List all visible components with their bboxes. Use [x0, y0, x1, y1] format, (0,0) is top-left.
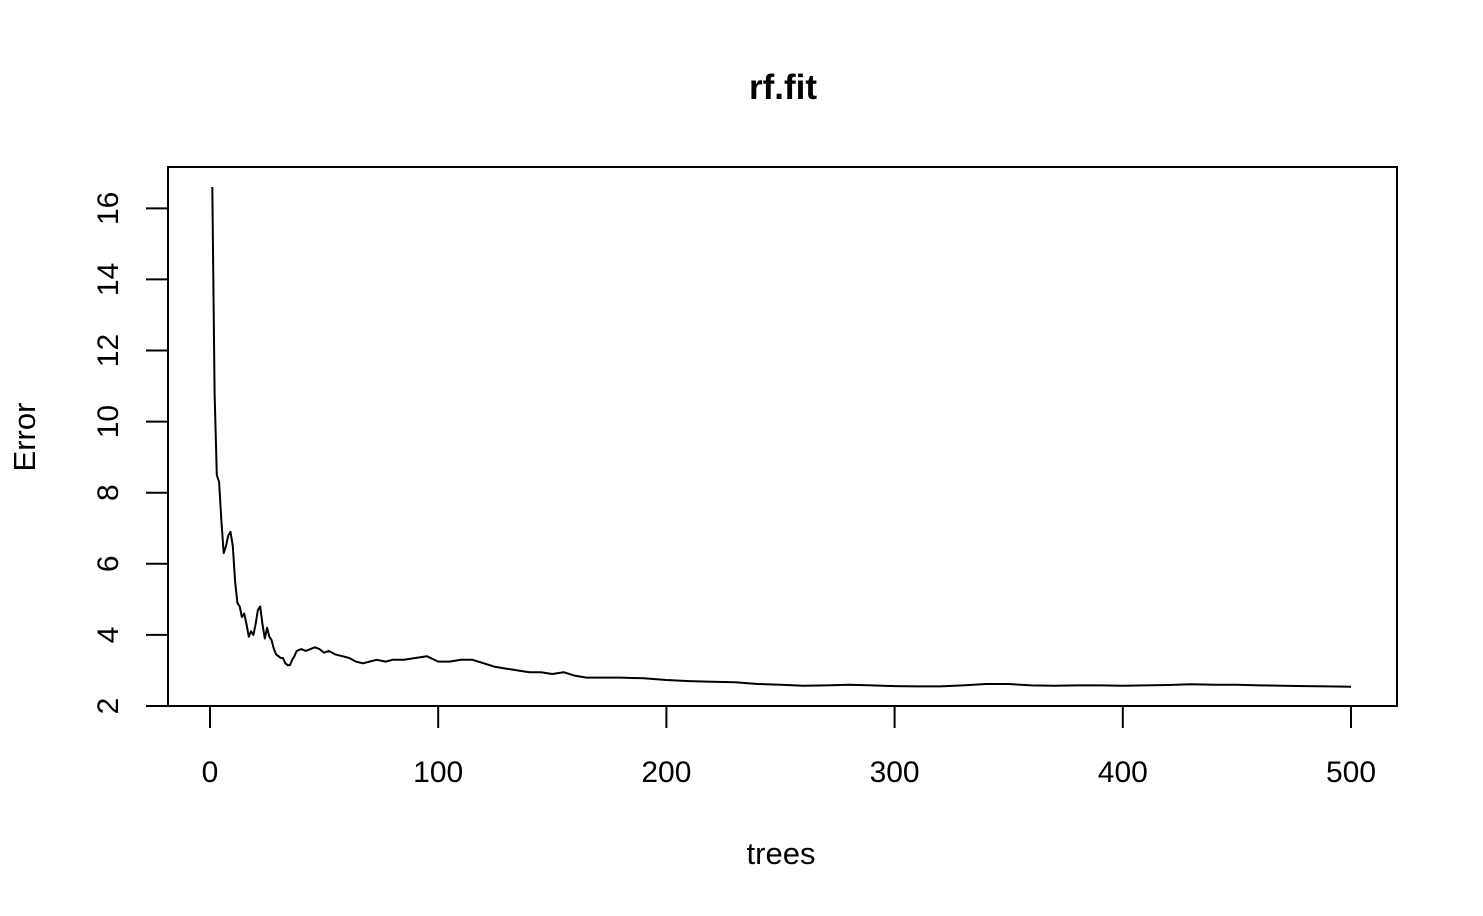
y-tick-label: 16 — [92, 192, 125, 225]
y-axis-label: Error — [7, 403, 42, 472]
x-axis-label: trees — [747, 836, 816, 871]
chart-title: rf.fit — [749, 68, 817, 107]
y-tick-label: 2 — [92, 698, 125, 715]
x-axis: 0 100 200 300 400 500 — [202, 705, 1376, 789]
y-tick-label: 12 — [92, 334, 125, 367]
plot-frame — [167, 166, 1398, 707]
y-tick-label: 14 — [92, 263, 125, 296]
x-tick-label: 500 — [1326, 756, 1376, 789]
x-tick-label: 200 — [641, 756, 691, 789]
error-series-line — [211, 186, 1352, 688]
y-axis: 2 4 6 8 10 12 14 16 — [92, 192, 169, 715]
y-tick-label: 4 — [92, 627, 125, 644]
y-tick-label: 10 — [92, 405, 125, 438]
x-tick-label: 0 — [202, 756, 219, 789]
x-tick-label: 300 — [870, 756, 920, 789]
y-tick-label: 6 — [92, 555, 125, 572]
x-tick-label: 400 — [1098, 756, 1148, 789]
y-tick-label: 8 — [92, 484, 125, 501]
x-tick-label: 100 — [413, 756, 463, 789]
